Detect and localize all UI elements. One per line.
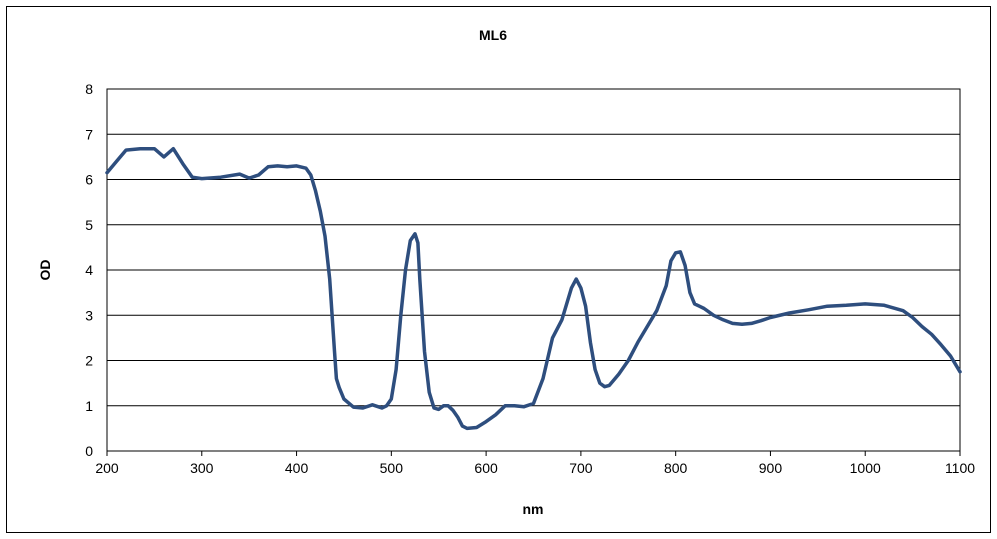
x-tick-label: 600: [474, 460, 498, 476]
series-layer: [105, 146, 962, 431]
x-tick-label: 300: [190, 460, 214, 476]
x-tick-label: 500: [380, 460, 404, 476]
x-axis-label: nm: [523, 501, 544, 517]
chart-title: ML6: [479, 27, 507, 43]
y-tick-label: 0: [85, 443, 93, 459]
x-tick-label: 1000: [850, 460, 881, 476]
plot-area-border: [106, 88, 961, 452]
series-line: [105, 146, 962, 431]
y-tick-label: 6: [85, 172, 93, 188]
x-tick-label: 700: [569, 460, 593, 476]
x-tick-label: 800: [664, 460, 688, 476]
grid-layer: [106, 88, 961, 452]
y-tick-label: 3: [85, 307, 93, 323]
y-tick-label: 4: [85, 262, 93, 278]
y-tick-label: 5: [85, 217, 93, 233]
x-tick-label: 900: [759, 460, 783, 476]
x-tick-label: 400: [285, 460, 309, 476]
y-tick-label: 7: [85, 126, 93, 142]
y-tick-label: 1: [85, 398, 93, 414]
tick-layer: 0 1 2 3 4 5 6 7 8 200 300 400 500 600 700 800 900 1000 110…: [85, 81, 975, 476]
y-axis-label: OD: [37, 260, 53, 281]
x-tick-label: 200: [95, 460, 119, 476]
y-tick-label: 8: [85, 81, 93, 97]
x-tick-label: 1100: [945, 460, 975, 476]
y-tick-label: 2: [85, 353, 93, 369]
